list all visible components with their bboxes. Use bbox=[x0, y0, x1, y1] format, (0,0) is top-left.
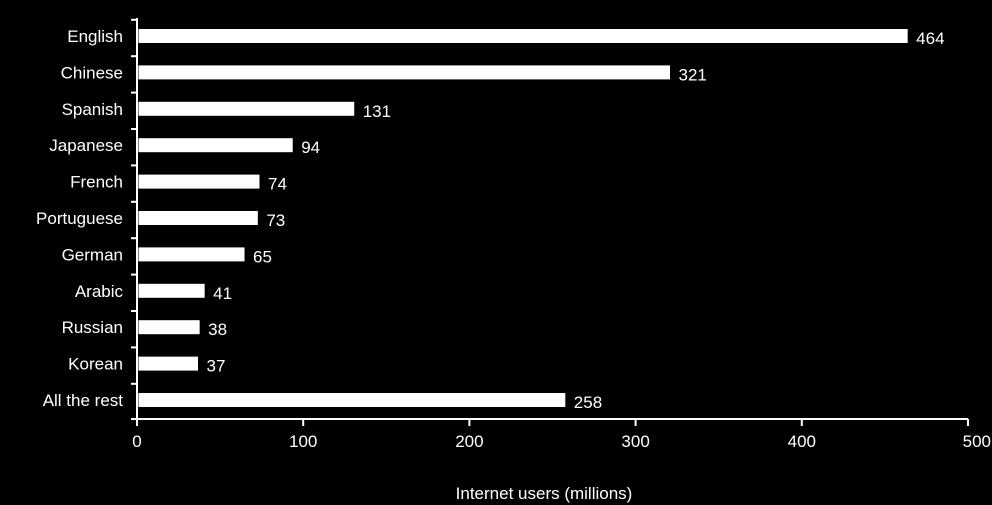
bar bbox=[137, 100, 356, 117]
x-tick-label: 100 bbox=[289, 432, 317, 451]
bar bbox=[137, 173, 261, 190]
bar bbox=[137, 28, 909, 44]
bar bbox=[137, 319, 201, 336]
category-label: French bbox=[70, 173, 123, 192]
data-label: 73 bbox=[266, 211, 285, 230]
bar bbox=[137, 246, 246, 263]
category-label: Korean bbox=[68, 355, 123, 374]
bar bbox=[137, 64, 672, 81]
x-tick-label: 200 bbox=[455, 432, 483, 451]
category-label: Portuguese bbox=[36, 209, 123, 228]
category-label: English bbox=[67, 27, 123, 46]
bar bbox=[137, 355, 199, 372]
bar bbox=[137, 282, 206, 299]
data-label: 65 bbox=[253, 247, 272, 266]
bar bbox=[137, 210, 259, 226]
x-tick-label: 400 bbox=[788, 432, 816, 451]
x-tick-label: 0 bbox=[132, 432, 141, 451]
category-label: Japanese bbox=[49, 136, 123, 155]
category-label: German bbox=[62, 245, 123, 264]
data-label: 74 bbox=[268, 175, 287, 194]
data-label: 321 bbox=[679, 65, 707, 84]
data-label: 258 bbox=[574, 393, 602, 412]
data-label: 131 bbox=[363, 102, 391, 121]
bar bbox=[137, 137, 294, 154]
bar bbox=[137, 392, 567, 408]
category-label: All the rest bbox=[43, 391, 124, 410]
labels-layer: English 464 Chinese 321 Spanish 131 Japanese 94… bbox=[36, 27, 991, 451]
data-label: 94 bbox=[301, 138, 320, 157]
category-label: Russian bbox=[62, 318, 123, 337]
data-label: 464 bbox=[916, 29, 944, 48]
data-label: 41 bbox=[213, 284, 232, 303]
data-label: 37 bbox=[206, 357, 225, 376]
category-label: Arabic bbox=[75, 282, 124, 301]
category-label: Spanish bbox=[62, 100, 123, 119]
x-axis-title: Internet users (millions) bbox=[456, 484, 633, 503]
x-tick-label: 300 bbox=[621, 432, 649, 451]
x-tick-label: 500 bbox=[963, 432, 991, 451]
data-label: 38 bbox=[208, 320, 227, 339]
axes bbox=[131, 18, 969, 426]
category-label: Chinese bbox=[61, 63, 123, 82]
